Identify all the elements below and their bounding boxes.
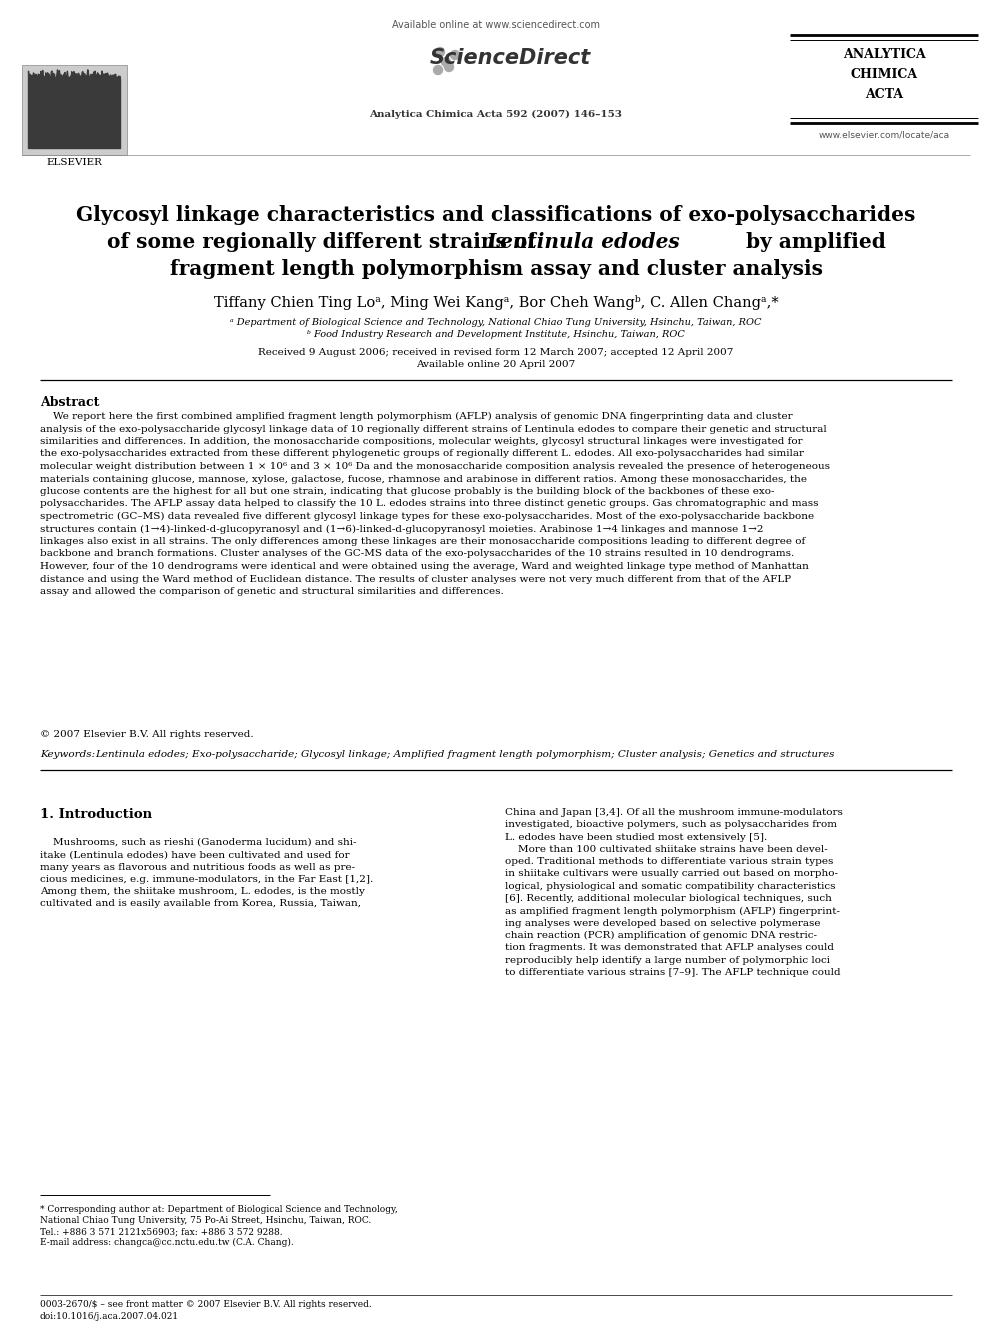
Circle shape [450, 50, 459, 60]
Circle shape [434, 66, 442, 74]
Text: ELSEVIER: ELSEVIER [46, 157, 102, 167]
Text: itake (Lentinula edodes) have been cultivated and used for: itake (Lentinula edodes) have been culti… [40, 851, 349, 860]
Circle shape [441, 57, 450, 66]
Text: We report here the first combined amplified fragment length polymorphism (AFLP) : We report here the first combined amplif… [40, 411, 793, 421]
Text: * Corresponding author at: Department of Biological Science and Technology,: * Corresponding author at: Department of… [40, 1205, 398, 1215]
Text: doi:10.1016/j.aca.2007.04.021: doi:10.1016/j.aca.2007.04.021 [40, 1312, 180, 1320]
Text: molecular weight distribution between 1 × 10⁶ and 3 × 10⁶ Da and the monosacchar: molecular weight distribution between 1 … [40, 462, 830, 471]
Text: chain reaction (PCR) amplification of genomic DNA restric-: chain reaction (PCR) amplification of ge… [505, 931, 817, 941]
Text: Abstract: Abstract [40, 396, 99, 409]
Text: fragment length polymorphism assay and cluster analysis: fragment length polymorphism assay and c… [170, 259, 822, 279]
Text: Lentinula edodes; Exo-polysaccharide; Glycosyl linkage; Amplified fragment lengt: Lentinula edodes; Exo-polysaccharide; Gl… [95, 750, 834, 759]
Circle shape [444, 62, 453, 71]
Text: glucose contents are the highest for all but one strain, indicating that glucose: glucose contents are the highest for all… [40, 487, 775, 496]
Text: oped. Traditional methods to differentiate various strain types: oped. Traditional methods to differentia… [505, 857, 833, 867]
Text: investigated, bioactive polymers, such as polysaccharides from: investigated, bioactive polymers, such a… [505, 820, 837, 830]
Text: linkages also exist in all strains. The only differences among these linkages ar: linkages also exist in all strains. The … [40, 537, 806, 546]
Text: [6]. Recently, additional molecular biological techniques, such: [6]. Recently, additional molecular biol… [505, 894, 832, 904]
Text: Glycosyl linkage characteristics and classifications of exo-polysaccharides: Glycosyl linkage characteristics and cla… [76, 205, 916, 225]
Text: ᵇ Food Industry Research and Development Institute, Hsinchu, Taiwan, ROC: ᵇ Food Industry Research and Development… [308, 329, 684, 339]
Text: ScienceDirect: ScienceDirect [430, 48, 590, 67]
Text: National Chiao Tung University, 75 Po-Ai Street, Hsinchu, Taiwan, ROC.: National Chiao Tung University, 75 Po-Ai… [40, 1216, 371, 1225]
Text: to differentiate various strains [7–9]. The AFLP technique could: to differentiate various strains [7–9]. … [505, 968, 840, 976]
Text: cultivated and is easily available from Korea, Russia, Taiwan,: cultivated and is easily available from … [40, 900, 361, 909]
Text: © 2007 Elsevier B.V. All rights reserved.: © 2007 Elsevier B.V. All rights reserved… [40, 730, 254, 740]
Text: ANALYTICA: ANALYTICA [842, 48, 926, 61]
Text: Mushrooms, such as rieshi (Ganoderma lucidum) and shi-: Mushrooms, such as rieshi (Ganoderma luc… [40, 837, 356, 847]
Text: China and Japan [3,4]. Of all the mushroom immune-modulators: China and Japan [3,4]. Of all the mushro… [505, 808, 843, 818]
Text: similarities and differences. In addition, the monosaccharide compositions, mole: similarities and differences. In additio… [40, 437, 803, 446]
Text: ACTA: ACTA [865, 89, 903, 101]
Text: More than 100 cultivated shiitake strains have been devel-: More than 100 cultivated shiitake strain… [505, 845, 827, 853]
Text: Tiffany Chien Ting Loᵃ, Ming Wei Kangᵃ, Bor Cheh Wangᵇ, C. Allen Changᵃ,*: Tiffany Chien Ting Loᵃ, Ming Wei Kangᵃ, … [213, 295, 779, 310]
Text: in shiitake cultivars were usually carried out based on morpho-: in shiitake cultivars were usually carri… [505, 869, 838, 878]
Text: Keywords:: Keywords: [40, 750, 95, 759]
Text: Available online at www.sciencedirect.com: Available online at www.sciencedirect.co… [392, 20, 600, 30]
Text: structures contain (1→4)-linked-d-glucopyranosyl and (1→6)-linked-d-glucopyranos: structures contain (1→4)-linked-d-glucop… [40, 524, 764, 533]
Text: CHIMICA: CHIMICA [850, 67, 918, 81]
Text: However, four of the 10 dendrograms were identical and were obtained using the a: However, four of the 10 dendrograms were… [40, 562, 808, 572]
Text: materials containing glucose, mannose, xylose, galactose, fucose, rhamnose and a: materials containing glucose, mannose, x… [40, 475, 807, 483]
Text: Received 9 August 2006; received in revised form 12 March 2007; accepted 12 Apri: Received 9 August 2006; received in revi… [258, 348, 734, 357]
Text: as amplified fragment length polymorphism (AFLP) fingerprint-: as amplified fragment length polymorphis… [505, 906, 840, 916]
Text: ᵃ Department of Biological Science and Technology, National Chiao Tung Universit: ᵃ Department of Biological Science and T… [230, 318, 762, 327]
Text: Tel.: +886 3 571 2121x56903; fax: +886 3 572 9288.: Tel.: +886 3 571 2121x56903; fax: +886 3… [40, 1226, 283, 1236]
Text: assay and allowed the comparison of genetic and structural similarities and diff: assay and allowed the comparison of gene… [40, 587, 504, 595]
Text: tion fragments. It was demonstrated that AFLP analyses could: tion fragments. It was demonstrated that… [505, 943, 834, 953]
Text: polysaccharides. The AFLP assay data helped to classify the 10 L. edodes strains: polysaccharides. The AFLP assay data hel… [40, 500, 818, 508]
Text: E-mail address: changca@cc.nctu.edu.tw (C.A. Chang).: E-mail address: changca@cc.nctu.edu.tw (… [40, 1238, 294, 1248]
Text: the exo-polysaccharides extracted from these different phylogenetic groups of re: the exo-polysaccharides extracted from t… [40, 450, 804, 459]
Text: www.elsevier.com/locate/aca: www.elsevier.com/locate/aca [818, 130, 949, 139]
Text: Among them, the shiitake mushroom, L. edodes, is the mostly: Among them, the shiitake mushroom, L. ed… [40, 888, 365, 896]
Circle shape [435, 48, 444, 57]
Text: distance and using the Ward method of Euclidean distance. The results of cluster: distance and using the Ward method of Eu… [40, 574, 792, 583]
Text: analysis of the exo-polysaccharide glycosyl linkage data of 10 regionally differ: analysis of the exo-polysaccharide glyco… [40, 425, 826, 434]
Text: spectrometric (GC–MS) data revealed five different glycosyl linkage types for th: spectrometric (GC–MS) data revealed five… [40, 512, 814, 521]
Bar [22, 65, 127, 155]
Text: 0003-2670/$ – see front matter © 2007 Elsevier B.V. All rights reserved.: 0003-2670/$ – see front matter © 2007 El… [40, 1301, 372, 1308]
Text: Analytica Chimica Acta 592 (2007) 146–153: Analytica Chimica Acta 592 (2007) 146–15… [370, 110, 622, 119]
Text: 1. Introduction: 1. Introduction [40, 808, 152, 822]
Text: ing analyses were developed based on selective polymerase: ing analyses were developed based on sel… [505, 918, 820, 927]
Text: Available online 20 April 2007: Available online 20 April 2007 [417, 360, 575, 369]
Text: backbone and branch formations. Cluster analyses of the GC-MS data of the exo-po: backbone and branch formations. Cluster … [40, 549, 795, 558]
Text: reproducibly help identify a large number of polymorphic loci: reproducibly help identify a large numbe… [505, 955, 830, 964]
Text: many years as flavorous and nutritious foods as well as pre-: many years as flavorous and nutritious f… [40, 863, 355, 872]
Text: cious medicines, e.g. immune-modulators, in the Far East [1,2].: cious medicines, e.g. immune-modulators,… [40, 875, 373, 884]
Text: L. edodes have been studied most extensively [5].: L. edodes have been studied most extensi… [505, 832, 767, 841]
Text: Lentinula edodes: Lentinula edodes [486, 232, 680, 251]
Text: of some regionally different strains of                              by amplifie: of some regionally different strains of … [106, 232, 886, 251]
Text: logical, physiological and somatic compatibility characteristics: logical, physiological and somatic compa… [505, 882, 835, 890]
